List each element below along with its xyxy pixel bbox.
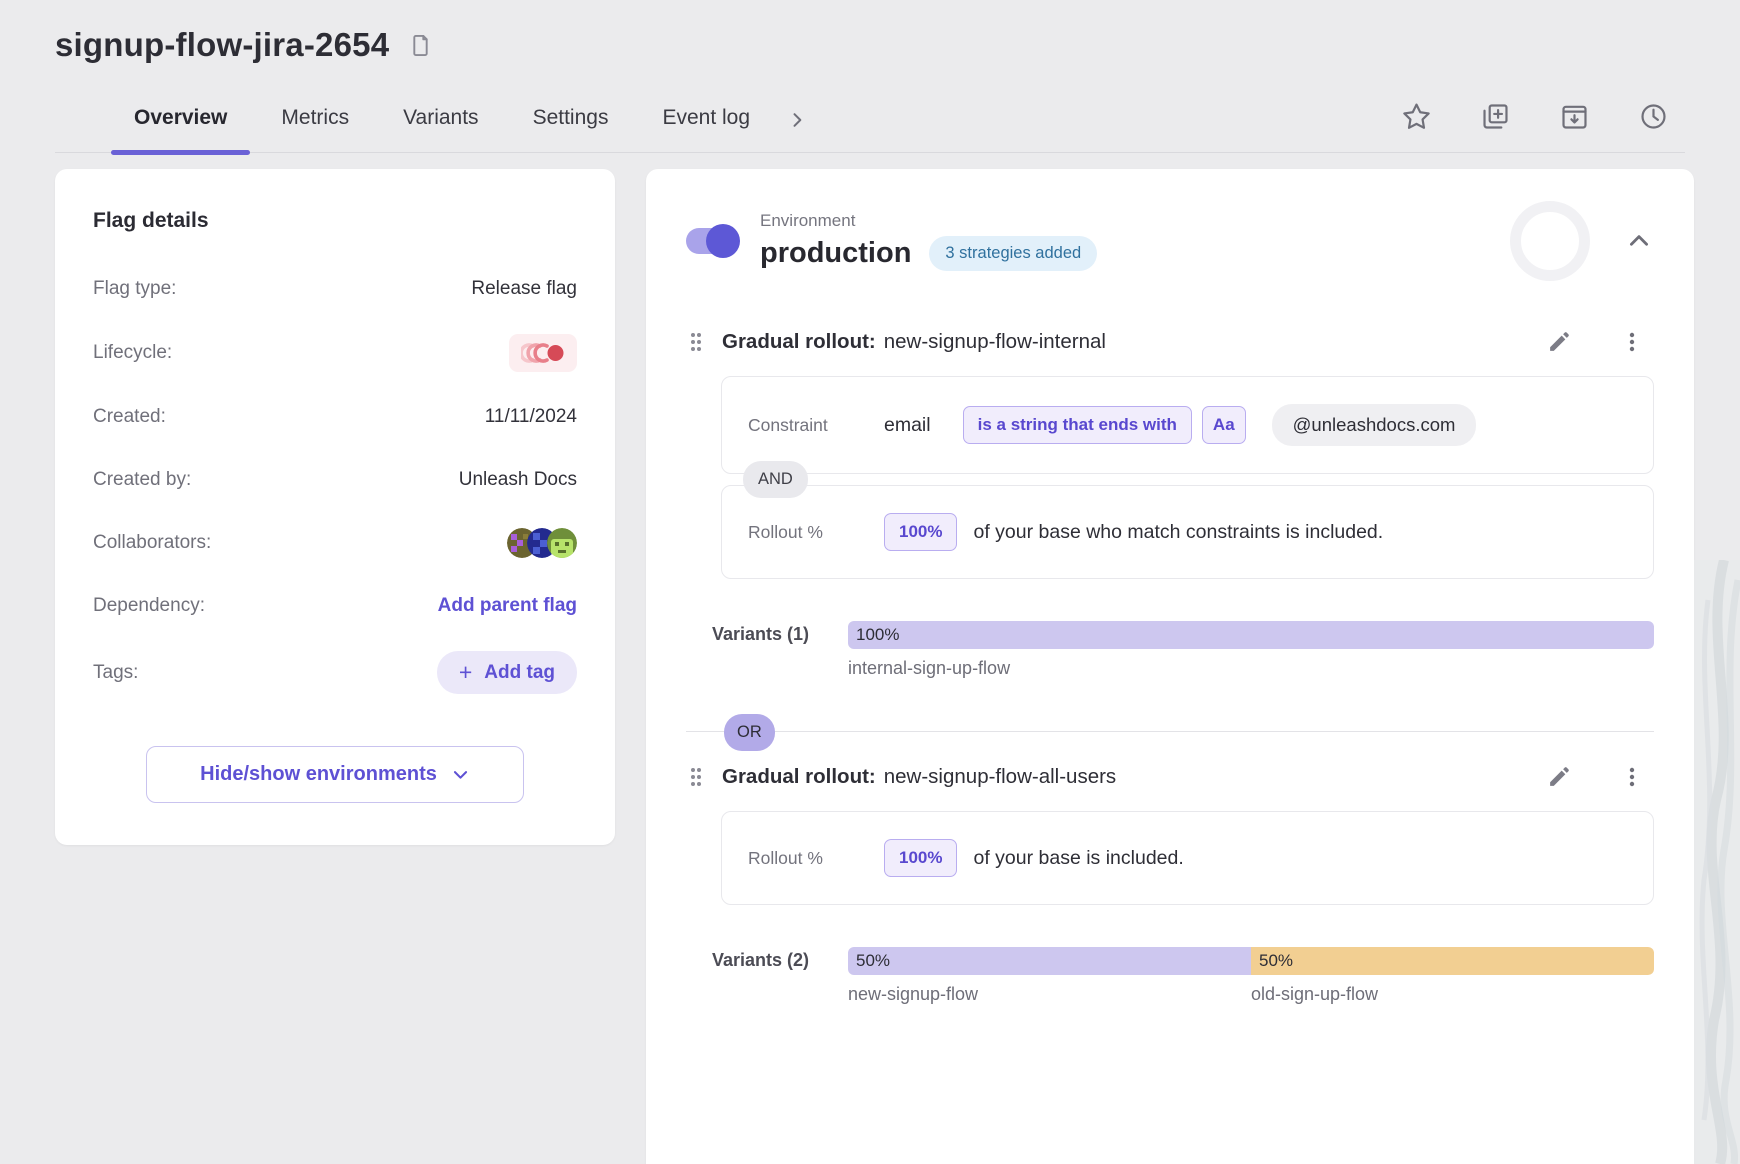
chevron-down-icon [453,771,467,779]
or-chip: OR [724,714,775,751]
constraint-field: email [884,413,931,436]
dependency-row: Dependency: Add parent flag [93,588,577,624]
plus-icon: + [458,659,473,685]
avatar [547,528,577,558]
tags-label: Tags: [93,661,139,683]
tags-row: Tags: + Add tag [93,651,577,694]
environment-header: Environment production 3 strategies adde… [646,169,1694,307]
dependency-label: Dependency: [93,595,205,616]
metrics-donut [1510,201,1590,281]
header-actions [1399,99,1671,152]
page-header: signup-flow-jira-2654 Overview Metrics V… [0,0,1740,155]
rollout-label: Rollout % [748,521,823,542]
variant-segment: 50% [1251,947,1654,975]
copy-flag-icon[interactable] [1478,99,1513,134]
created-by-value: Unleash Docs [458,469,577,490]
hide-show-environments-label: Hide/show environments [200,763,437,785]
flag-type-row: Flag type: Release flag [93,271,577,307]
edit-strategy-icon[interactable] [1545,327,1574,356]
variants-bar: 50% 50% [848,947,1654,975]
rollout-description: of your base who match constraints is in… [973,520,1384,543]
kebab-menu-icon[interactable] [1618,328,1646,356]
strategies-count-badge: 3 strategies added [929,236,1098,271]
constraint-label: Constraint [748,414,828,435]
case-sensitivity-chip[interactable]: Aa [1201,406,1246,444]
variants-section: Variants (1) 100% internal-sign-up-flow [712,621,1654,679]
variant-name: new-signup-flow [848,984,979,1004]
strategy-item: Gradual rollout: new-signup-flow-internal [686,327,1654,679]
variants-label: Variants (2) [712,950,810,970]
hide-show-environments-button[interactable]: Hide/show environments [146,746,524,803]
add-parent-flag-button[interactable]: Add parent flag [437,595,577,616]
collaborators-row: Collaborators: [93,525,577,561]
copy-name-icon[interactable] [405,30,436,61]
rollout-percent-chip: 100% [884,839,958,877]
collaborators-label: Collaborators: [93,532,212,553]
constraint-card: Constraint email is a string that ends w… [721,376,1654,474]
created-by-label: Created by: [93,469,192,490]
flag-details-heading: Flag details [93,209,209,232]
variant-name: internal-sign-up-flow [848,658,1011,678]
tab-metrics[interactable]: Metrics [254,92,376,152]
variant-segment: 50% [848,947,1251,975]
strategy-title: Gradual rollout: new-signup-flow-all-user… [722,764,1117,788]
strategy-item: Gradual rollout: new-signup-flow-all-user… [686,762,1654,1005]
lifecycle-label: Lifecycle: [93,342,173,363]
rollout-percent-chip: 100% [884,513,958,551]
strategy-title: Gradual rollout: new-signup-flow-internal [722,329,1106,353]
history-icon[interactable] [1636,99,1671,134]
created-by-row: Created by: Unleash Docs [93,462,577,498]
tab-event-log[interactable]: Event log [635,92,777,152]
kebab-menu-icon[interactable] [1618,763,1646,791]
created-value: 11/11/2024 [484,406,577,427]
star-icon[interactable] [1399,99,1434,134]
environment-toggle[interactable] [686,224,740,258]
rollout-description: of your base is included. [973,846,1184,869]
tab-bar: Overview Metrics Variants Settings Event… [55,92,1685,155]
flag-details-card: Flag details Flag type: Release flag Lif… [55,169,615,845]
constraint-operator-chip[interactable]: is a string that ends with [962,406,1192,444]
tab-overview[interactable]: Overview [107,92,254,155]
and-chip: AND [743,461,808,498]
rollout-label: Rollout % [748,847,823,868]
drag-handle-icon[interactable] [686,329,706,355]
rollout-card: Rollout % 100% of your base is included. [721,811,1654,905]
rollout-card: Rollout % 100% of your base who match co… [721,485,1654,579]
variant-name: old-sign-up-flow [1251,984,1379,1004]
strategy-separator: OR [686,714,1654,751]
variant-segment: 100% [848,621,1654,649]
drag-handle-icon[interactable] [686,764,706,790]
environment-card: Environment production 3 strategies adde… [646,169,1694,1164]
add-tag-label: Add tag [484,661,555,683]
created-label: Created: [93,406,166,427]
variants-label: Variants (1) [712,624,810,644]
archive-icon[interactable] [1557,99,1592,134]
lifecycle-row: Lifecycle: [93,334,577,372]
live-lifecycle-icon[interactable] [509,334,577,372]
edit-strategy-icon[interactable] [1545,762,1574,791]
variants-bar: 100% [848,621,1654,649]
page-title: signup-flow-jira-2654 [55,26,390,63]
flag-type-value: Release flag [471,278,577,299]
environment-label: Environment [760,211,856,230]
variants-section: Variants (2) 50% 50% new-signup-flow old… [712,947,1654,1005]
chevron-up-icon[interactable] [1624,226,1654,256]
environment-name: production [760,237,912,269]
collaborator-avatars[interactable] [507,528,577,558]
created-row: Created: 11/11/2024 [93,399,577,435]
constraint-value: @unleashdocs.com [1271,404,1477,446]
chevron-right-icon[interactable] [777,96,813,152]
tab-settings[interactable]: Settings [506,92,636,152]
flag-type-label: Flag type: [93,278,177,299]
add-tag-button[interactable]: + Add tag [436,651,577,694]
strategy-list: Gradual rollout: new-signup-flow-internal [646,307,1694,1164]
tab-variants[interactable]: Variants [376,92,505,152]
